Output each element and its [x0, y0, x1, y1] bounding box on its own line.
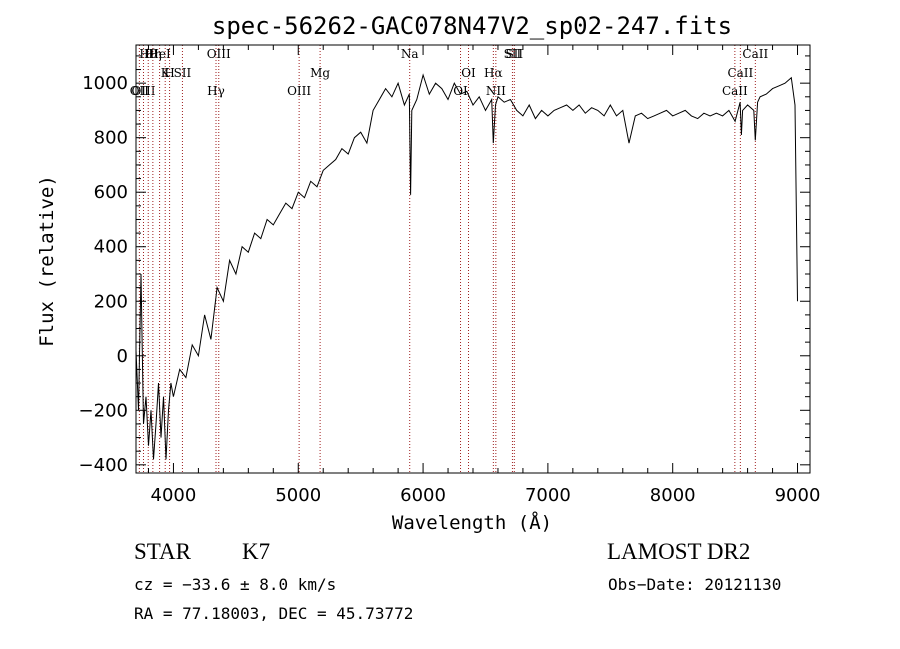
x-tick-label: 8000	[650, 485, 696, 506]
y-axis-label: Flux (relative)	[36, 175, 58, 347]
line-marker-label: OII	[130, 84, 150, 98]
x-tick-label: 7000	[525, 485, 571, 506]
x-tick-label: 4000	[151, 485, 197, 506]
star-class: STAR	[134, 539, 191, 564]
x-tick-label: 9000	[775, 485, 821, 506]
redshift-cz: cz = −33.6 ± 8.0 km/s	[134, 575, 337, 594]
x-axis-label: Wavelength (Å)	[392, 511, 552, 534]
y-tick-label: 800	[94, 128, 128, 149]
line-marker-label: OIII	[131, 84, 155, 98]
obs-date: Obs−Date: 20121130	[608, 575, 782, 594]
line-marker-label: SII	[505, 47, 523, 61]
y-tick-label: 1000	[82, 73, 128, 94]
line-marker-label: OIII	[287, 84, 311, 98]
line-marker-label: K	[161, 66, 171, 80]
y-tick-label: −400	[79, 455, 128, 476]
line-marker-label: CaII	[722, 84, 748, 98]
line-marker-label: H	[164, 66, 174, 80]
y-tick-label: 400	[94, 237, 128, 258]
x-tick-label: 6000	[400, 485, 446, 506]
line-marker-label: Hα	[484, 66, 503, 80]
chart-title: spec-56262-GAC078N47V2_sp02-247.fits	[212, 12, 732, 40]
survey-name: LAMOST DR2	[607, 539, 751, 564]
line-marker-label: OIII	[207, 47, 231, 61]
y-tick-label: 200	[94, 291, 128, 312]
line-marker-label: Na	[401, 47, 419, 61]
y-tick-label: 0	[117, 346, 128, 367]
line-marker-label: CaII	[742, 47, 768, 61]
y-tick-label: −200	[79, 400, 128, 421]
plot-frame	[135, 44, 811, 474]
line-marker-label: Mg	[310, 66, 330, 80]
line-marker-label: HeI	[148, 47, 171, 61]
line-marker-label: NII	[486, 84, 506, 98]
line-marker-label: SII	[174, 66, 192, 80]
line-marker-label: Hη	[144, 47, 162, 61]
spectrum-line	[135, 73, 798, 460]
line-marker-label: SII	[504, 47, 522, 61]
x-tick-label: 5000	[275, 485, 321, 506]
star-subclass: K7	[242, 539, 271, 564]
line-marker-label: Hγ	[207, 84, 225, 98]
line-marker-label: CaII	[727, 66, 753, 80]
line-marker-label: OI	[461, 66, 476, 80]
y-tick-label: 600	[94, 182, 128, 203]
ra-dec: RA = 77.18003, DEC = 45.73772	[134, 604, 414, 623]
plot-area: HθKOIIHeISIIOIIIHηHHγOIIIMgOIIINaOIOISII…	[79, 44, 821, 506]
